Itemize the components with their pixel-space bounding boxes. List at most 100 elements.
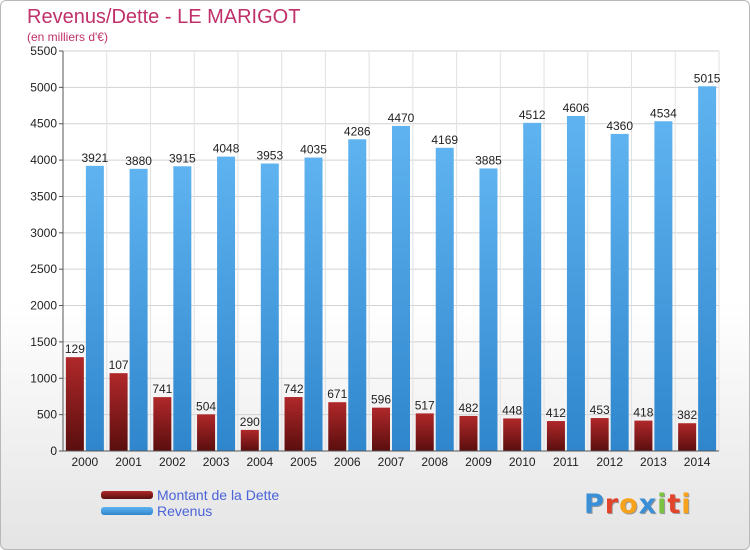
- bar-debt: [546, 421, 565, 451]
- bar-debt: [109, 373, 128, 451]
- bar-revenue: [304, 157, 323, 451]
- bar-revenue: [566, 116, 585, 451]
- y-tick-label: 3500: [30, 189, 57, 203]
- y-tick-label: 5500: [30, 44, 57, 58]
- bar-revenue: [217, 156, 236, 451]
- data-label-revenue: 3953: [256, 149, 283, 163]
- bar-revenue: [479, 168, 498, 452]
- logo-letter: x: [638, 489, 658, 520]
- legend: Montant de la Dette Revenus: [101, 487, 279, 519]
- logo-letter: P: [584, 489, 605, 520]
- logo-letter: t: [667, 489, 682, 520]
- x-tick-label: 2012: [596, 455, 623, 469]
- y-tick-label: 2000: [30, 299, 57, 313]
- bar-revenue: [85, 165, 104, 451]
- x-tick-label: 2009: [465, 455, 492, 469]
- x-tick-label: 2008: [421, 455, 448, 469]
- legend-label-debt: Montant de la Dette: [157, 487, 280, 503]
- data-labels: 129 3921 107 3880 741 3915 504 4048 290 3953 742 40…: [65, 71, 721, 429]
- legend-item-revenue: Revenus: [101, 503, 279, 519]
- data-label-revenue: 4048: [213, 142, 240, 156]
- x-tick-label: 2003: [203, 455, 230, 469]
- data-label-revenue: 4286: [344, 124, 371, 138]
- y-tick-label: 1000: [30, 371, 57, 385]
- y-tick-label: 4500: [30, 117, 57, 131]
- bar-debt: [634, 420, 653, 451]
- bar-debt: [65, 357, 84, 451]
- bar-debt: [153, 397, 172, 451]
- x-tick-label: 2004: [246, 455, 273, 469]
- data-label-debt: 448: [502, 403, 522, 417]
- legend-swatch-revenue: [101, 507, 153, 515]
- bar-revenue: [654, 121, 673, 451]
- x-tick-label: 2010: [509, 455, 536, 469]
- data-label-debt: 596: [371, 393, 391, 407]
- data-label-debt: 382: [677, 408, 697, 422]
- data-label-revenue: 4606: [563, 101, 590, 115]
- bars: [65, 86, 717, 452]
- data-label-debt: 741: [152, 382, 172, 396]
- x-tick-label: 2002: [159, 455, 186, 469]
- bar-revenue: [610, 133, 629, 451]
- logo-letter: r: [604, 489, 620, 520]
- bar-revenue: [173, 166, 192, 452]
- bar-revenue: [260, 163, 279, 451]
- x-tick-label: 2000: [72, 455, 99, 469]
- bar-debt: [240, 429, 259, 451]
- bar-debt: [197, 414, 216, 451]
- data-label-debt: 504: [196, 399, 216, 413]
- logo-letter: o: [619, 489, 639, 520]
- bar-revenue: [435, 147, 454, 452]
- legend-label-revenue: Revenus: [157, 503, 213, 519]
- axes: 0 500 1000 1500 2000 2500 3000 3500 4000 4500 5000…: [30, 44, 719, 469]
- bar-debt: [678, 423, 697, 451]
- data-label-debt: 412: [546, 406, 566, 420]
- data-label-debt: 671: [327, 387, 347, 401]
- logo-letter: i: [681, 489, 692, 520]
- bar-revenue: [129, 168, 148, 451]
- data-label-debt: 517: [415, 398, 435, 412]
- data-label-revenue: 5015: [694, 71, 721, 85]
- data-label-revenue: 3915: [169, 151, 196, 165]
- y-tick-label: 5000: [30, 80, 57, 94]
- data-label-debt: 482: [458, 401, 478, 415]
- data-label-revenue: 3885: [475, 153, 502, 167]
- bar-revenue: [523, 122, 542, 451]
- y-tick-label: 0: [50, 444, 57, 458]
- data-label-debt: 129: [65, 342, 85, 356]
- data-label-revenue: 4169: [431, 133, 458, 147]
- x-tick-label: 2014: [684, 455, 711, 469]
- data-label-revenue: 3880: [125, 154, 152, 168]
- data-label-debt: 418: [633, 406, 653, 420]
- x-tick-label: 2001: [115, 455, 142, 469]
- bar-debt: [284, 397, 303, 451]
- x-tick-label: 2011: [553, 455, 579, 469]
- y-tick-label: 3000: [30, 226, 57, 240]
- bar-debt: [459, 415, 478, 451]
- legend-item-debt: Montant de la Dette: [101, 487, 279, 503]
- chart-title: Revenus/Dette - LE MARIGOT: [27, 6, 301, 28]
- bar-revenue: [392, 125, 410, 451]
- y-tick-label: 2500: [30, 262, 57, 276]
- bar-debt: [503, 418, 522, 451]
- y-tick-label: 4000: [30, 153, 57, 167]
- logo-letter: i: [657, 489, 668, 520]
- data-label-revenue: 4512: [519, 108, 546, 122]
- data-label-debt: 107: [109, 358, 129, 372]
- x-tick-label: 2007: [378, 455, 405, 469]
- bar-debt: [590, 418, 609, 451]
- data-label-revenue: 4534: [650, 106, 677, 120]
- bar-revenue: [698, 86, 717, 451]
- data-label-debt: 453: [590, 403, 610, 417]
- data-label-debt: 290: [240, 415, 260, 429]
- bar-debt: [372, 407, 390, 451]
- bar-debt: [415, 413, 434, 451]
- x-tick-label: 2013: [640, 455, 667, 469]
- chart-subtitle: (en milliers d'€): [27, 30, 108, 44]
- data-label-revenue: 3921: [82, 151, 109, 165]
- bar-revenue: [348, 139, 367, 452]
- bar-debt: [328, 402, 347, 451]
- proxiti-logo: Proxiti: [584, 489, 692, 520]
